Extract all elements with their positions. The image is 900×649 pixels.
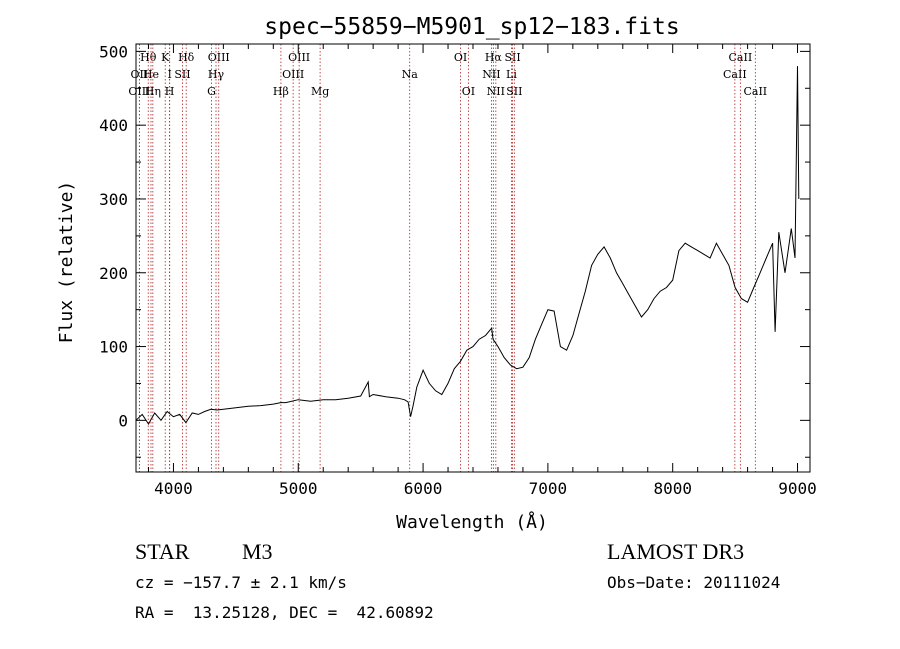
coordinates: RA = 13.25128, DEC = 42.60892 (135, 603, 434, 622)
line-marker-label: OIII (282, 68, 304, 81)
line-marker-label: Hθ (140, 51, 157, 64)
y-tick-label: 300 (99, 190, 128, 209)
x-tick-label: 4000 (154, 479, 193, 498)
y-tick-label: 0 (118, 411, 128, 430)
object-subclass: M3 (242, 539, 273, 564)
line-marker-label: OII (131, 68, 149, 81)
x-tick-label: 5000 (279, 479, 318, 498)
x-tick-label: 9000 (778, 479, 817, 498)
x-axis-label: Wavelength (Å) (396, 511, 548, 533)
chart-title: spec−55859−M5901_sp12−183.fits (264, 14, 679, 40)
y-tick-label: 500 (99, 42, 128, 61)
line-marker-label: OIII (288, 51, 310, 64)
line-marker-label: G (207, 85, 216, 98)
line-marker-label: Na (402, 68, 419, 81)
line-marker-label: CaII (743, 85, 767, 98)
line-marker-label: SII (174, 68, 190, 81)
object-class: STAR (135, 539, 190, 564)
line-marker-label: OIII (128, 85, 150, 98)
line-marker-label: SII (506, 85, 522, 98)
x-tick-label: 7000 (529, 479, 568, 498)
y-tick-label: 400 (99, 116, 128, 135)
line-marker-label: Hη (145, 85, 161, 98)
line-marker-label: Hδ (178, 51, 195, 64)
y-tick-label: 200 (99, 264, 128, 283)
y-tick-label: 100 (99, 338, 128, 357)
line-markers: Hθ OII OIII He Hη KIH Hδ SII OIII Hγ G OIII OIII Hβ Mg… (128, 44, 767, 472)
line-marker-label: NII (482, 68, 500, 81)
survey-name: LAMOST DR3 (607, 539, 745, 564)
x-tick-label: 6000 (404, 479, 443, 498)
line-marker-label: OIII (208, 51, 230, 64)
redshift-cz: cz = −157.7 ± 2.1 km/s (135, 573, 347, 592)
line-marker-label: CaII (729, 51, 753, 64)
line-marker-label: Hα (485, 51, 503, 64)
line-marker-label: SII (504, 51, 520, 64)
line-marker-label: OI (462, 85, 475, 98)
line-marker-label: Hγ (208, 68, 225, 81)
x-tick-label: 8000 (653, 479, 692, 498)
line-marker-label: He (143, 68, 159, 81)
y-axis-label: Flux (relative) (56, 181, 77, 344)
line-marker-label: NII (487, 85, 505, 98)
line-marker-label: CaII (723, 68, 747, 81)
observation-date: Obs−Date: 20111024 (607, 573, 781, 592)
axes: 4000 5000 6000 7000 8000 9000 0 100 200 300 400 500 (99, 42, 817, 498)
line-marker-label: K (161, 51, 170, 64)
line-marker-label: Mg (311, 85, 329, 98)
line-marker-label: Li (506, 68, 517, 81)
line-marker-label: H (165, 85, 175, 98)
line-marker-label: Hβ (273, 85, 289, 98)
line-marker-label: OI (454, 51, 467, 64)
line-marker-label: I (168, 68, 172, 81)
spectrum-line (135, 66, 800, 425)
